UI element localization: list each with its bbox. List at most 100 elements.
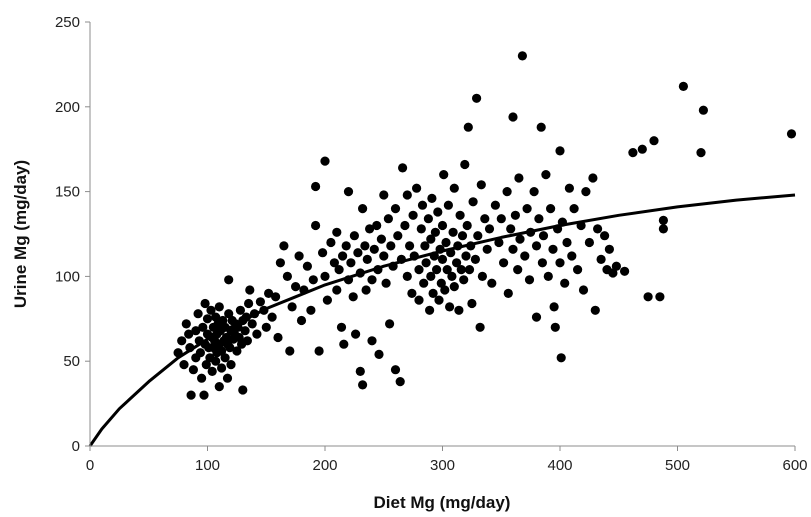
data-point xyxy=(241,312,251,322)
data-point xyxy=(445,302,455,312)
data-point xyxy=(259,305,269,315)
data-point xyxy=(217,363,227,373)
data-point xyxy=(200,298,210,309)
data-point xyxy=(273,332,283,343)
data-point xyxy=(637,144,647,154)
data-point xyxy=(372,220,382,231)
data-point xyxy=(428,288,438,298)
data-point xyxy=(698,105,709,115)
data-point xyxy=(443,200,453,210)
data-point xyxy=(520,251,530,261)
data-point xyxy=(395,377,405,387)
data-point xyxy=(348,292,358,302)
data-point xyxy=(696,148,706,158)
data-point xyxy=(261,322,271,332)
data-point xyxy=(188,365,198,375)
data-point xyxy=(658,224,669,234)
data-point xyxy=(177,336,187,346)
data-point xyxy=(446,248,456,258)
data-point xyxy=(393,231,403,241)
data-point xyxy=(367,336,377,346)
data-point xyxy=(437,220,448,231)
data-point xyxy=(202,314,213,324)
data-point xyxy=(461,251,471,261)
data-point xyxy=(184,329,194,339)
data-point xyxy=(454,305,464,315)
data-point xyxy=(267,312,277,322)
data-point xyxy=(245,285,255,295)
data-point xyxy=(224,275,234,285)
data-point xyxy=(567,251,577,261)
data-point xyxy=(383,214,393,224)
data-point xyxy=(211,356,221,366)
data-point xyxy=(440,285,450,295)
data-point xyxy=(508,244,518,254)
data-point xyxy=(439,170,449,180)
data-point xyxy=(447,271,457,281)
data-point xyxy=(332,285,342,295)
data-point xyxy=(475,322,485,332)
data-point xyxy=(398,163,408,173)
data-point xyxy=(405,241,415,251)
data-point xyxy=(434,295,444,305)
data-point xyxy=(643,292,653,302)
data-point xyxy=(376,234,386,244)
data-point xyxy=(503,288,513,298)
data-point xyxy=(564,183,575,193)
data-point xyxy=(536,122,546,132)
data-point xyxy=(285,346,295,356)
data-point xyxy=(534,214,544,224)
data-point xyxy=(538,231,549,241)
data-point xyxy=(460,159,470,170)
data-point xyxy=(302,261,312,271)
data-point xyxy=(416,224,426,234)
data-point xyxy=(457,231,468,241)
data-point xyxy=(620,266,630,276)
data-point xyxy=(341,241,351,251)
data-point xyxy=(336,322,347,332)
data-point xyxy=(244,298,254,309)
data-point xyxy=(581,187,591,197)
data-point xyxy=(294,251,304,261)
x-tick-label: 300 xyxy=(430,457,455,474)
data-point xyxy=(432,265,442,275)
data-point xyxy=(514,173,524,183)
y-tick-label: 150 xyxy=(55,184,80,201)
data-point xyxy=(306,305,316,315)
data-point xyxy=(441,237,451,248)
data-point xyxy=(199,390,209,400)
data-point xyxy=(600,231,610,241)
data-point xyxy=(435,244,445,254)
data-point xyxy=(355,366,365,376)
data-point xyxy=(430,227,440,237)
fit-curve-layer xyxy=(88,193,796,447)
data-point xyxy=(628,148,638,158)
data-point xyxy=(453,241,463,251)
data-point xyxy=(429,251,439,261)
data-point xyxy=(463,122,473,132)
data-point xyxy=(264,288,274,298)
data-point xyxy=(529,187,539,197)
data-point xyxy=(197,373,207,383)
data-point xyxy=(179,360,189,370)
data-point xyxy=(608,268,618,278)
data-point xyxy=(240,326,250,336)
data-point xyxy=(332,227,342,237)
data-point xyxy=(588,173,598,183)
y-axis-title: Urine Mg (mg/day) xyxy=(11,160,30,308)
data-point xyxy=(296,315,307,326)
data-point xyxy=(379,190,389,200)
data-point xyxy=(426,234,436,244)
data-point xyxy=(396,254,406,264)
data-point xyxy=(487,278,497,288)
y-tick-label: 100 xyxy=(55,268,80,285)
fit-curve xyxy=(88,193,796,447)
data-point xyxy=(334,265,344,275)
data-point xyxy=(388,261,398,271)
data-point xyxy=(433,207,443,217)
data-point xyxy=(217,346,227,356)
data-point xyxy=(550,322,560,332)
data-point xyxy=(242,336,252,346)
y-tick-label: 200 xyxy=(55,99,80,116)
data-point xyxy=(235,305,245,315)
